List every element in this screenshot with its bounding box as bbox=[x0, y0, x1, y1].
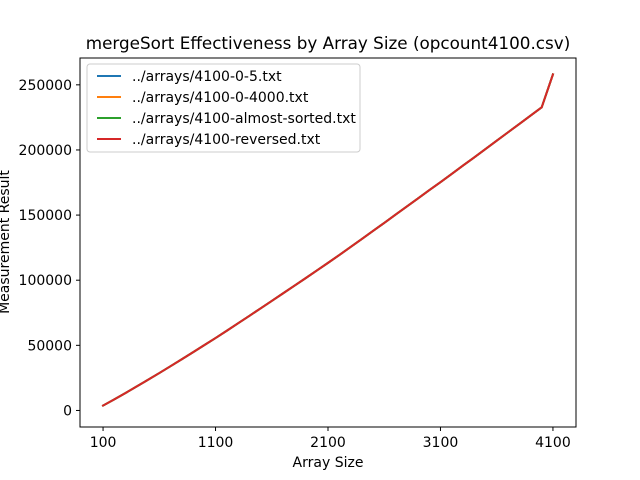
y-tick-label: 150000 bbox=[19, 208, 72, 224]
legend: ../arrays/4100-0-5.txt ../arrays/4100-0-4… bbox=[86, 63, 361, 153]
legend-label-3: ../arrays/4100-almost-sorted.txt bbox=[132, 111, 356, 127]
y-tick-label: 250000 bbox=[19, 78, 72, 94]
x-tick-label: 2100 bbox=[310, 435, 346, 451]
series-line-4 bbox=[101, 73, 555, 407]
y-tick-label: 0 bbox=[63, 403, 72, 419]
y-tick-label: 100000 bbox=[19, 273, 72, 289]
legend-label-1: ../arrays/4100-0-5.txt bbox=[132, 69, 282, 85]
legend-label-4: ../arrays/4100-reversed.txt bbox=[132, 132, 321, 148]
x-tick-label: 100 bbox=[90, 435, 117, 451]
y-axis-ticks: 0 50000 100000 150000 200000 250000 bbox=[19, 78, 80, 419]
x-tick-label: 3100 bbox=[423, 435, 459, 451]
legend-box bbox=[86, 63, 361, 153]
y-axis-label: Measurement Result bbox=[0, 170, 13, 314]
x-axis-ticks: 100 1100 2100 3100 4100 bbox=[90, 427, 571, 451]
legend-label-2: ../arrays/4100-0-4000.txt bbox=[132, 90, 309, 106]
x-tick-label: 4100 bbox=[535, 435, 571, 451]
y-tick-label: 200000 bbox=[19, 143, 72, 159]
series-layer bbox=[101, 73, 555, 407]
y-tick-label: 50000 bbox=[27, 338, 72, 354]
chart-title: mergeSort Effectiveness by Array Size (o… bbox=[86, 33, 571, 53]
x-tick-label: 1100 bbox=[198, 435, 234, 451]
x-axis-label: Array Size bbox=[293, 455, 364, 471]
